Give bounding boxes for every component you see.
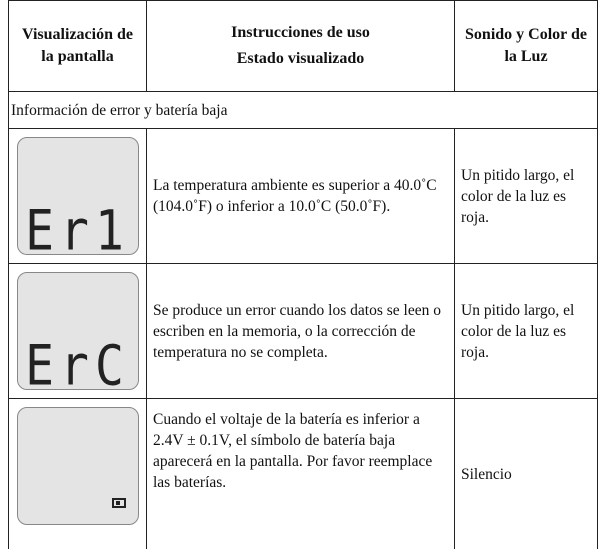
instructions: La temperatura ambiente es superior a 40… <box>147 129 455 264</box>
instructions: Cuando el voltaje de la batería es infer… <box>147 399 455 549</box>
header-row: Visualización de la pantalla Instruccion… <box>9 1 598 92</box>
section-row: Información de error y batería baja <box>9 92 598 129</box>
table-row: Cuando el voltaje de la batería es infer… <box>9 399 598 549</box>
section-title: Información de error y batería baja <box>9 92 598 129</box>
header-cell: Sonido y Color de la Luz <box>455 1 598 92</box>
lcd-text: ErC <box>18 354 138 378</box>
display-cell: ErC <box>9 264 147 399</box>
display-cell <box>9 399 147 549</box>
lcd-screen: ErC <box>17 272 139 390</box>
battery-icon <box>112 498 126 508</box>
header-line: Instrucciones de uso <box>153 22 448 44</box>
header-line: Estado visualizado <box>153 48 448 70</box>
header-cell: Visualización de la pantalla <box>9 1 147 92</box>
header-cell: Instrucciones de uso Estado visualizado <box>147 1 455 92</box>
sound: Silencio <box>455 399 598 549</box>
lcd-text: Er1 <box>18 219 138 243</box>
display-cell: Er1 <box>9 129 147 264</box>
lcd-screen: Er1 <box>17 137 139 255</box>
sound: Un pitido largo, el color de la luz es r… <box>455 264 598 399</box>
instructions: Se produce un error cuando los datos se … <box>147 264 455 399</box>
spec-table: Visualización de la pantalla Instruccion… <box>8 0 598 549</box>
lcd-screen <box>17 407 139 525</box>
table-row: ErC Se produce un error cuando los datos… <box>9 264 598 399</box>
sound: Un pitido largo, el color de la luz es r… <box>455 129 598 264</box>
table-row: Er1 La temperatura ambiente es superior … <box>9 129 598 264</box>
